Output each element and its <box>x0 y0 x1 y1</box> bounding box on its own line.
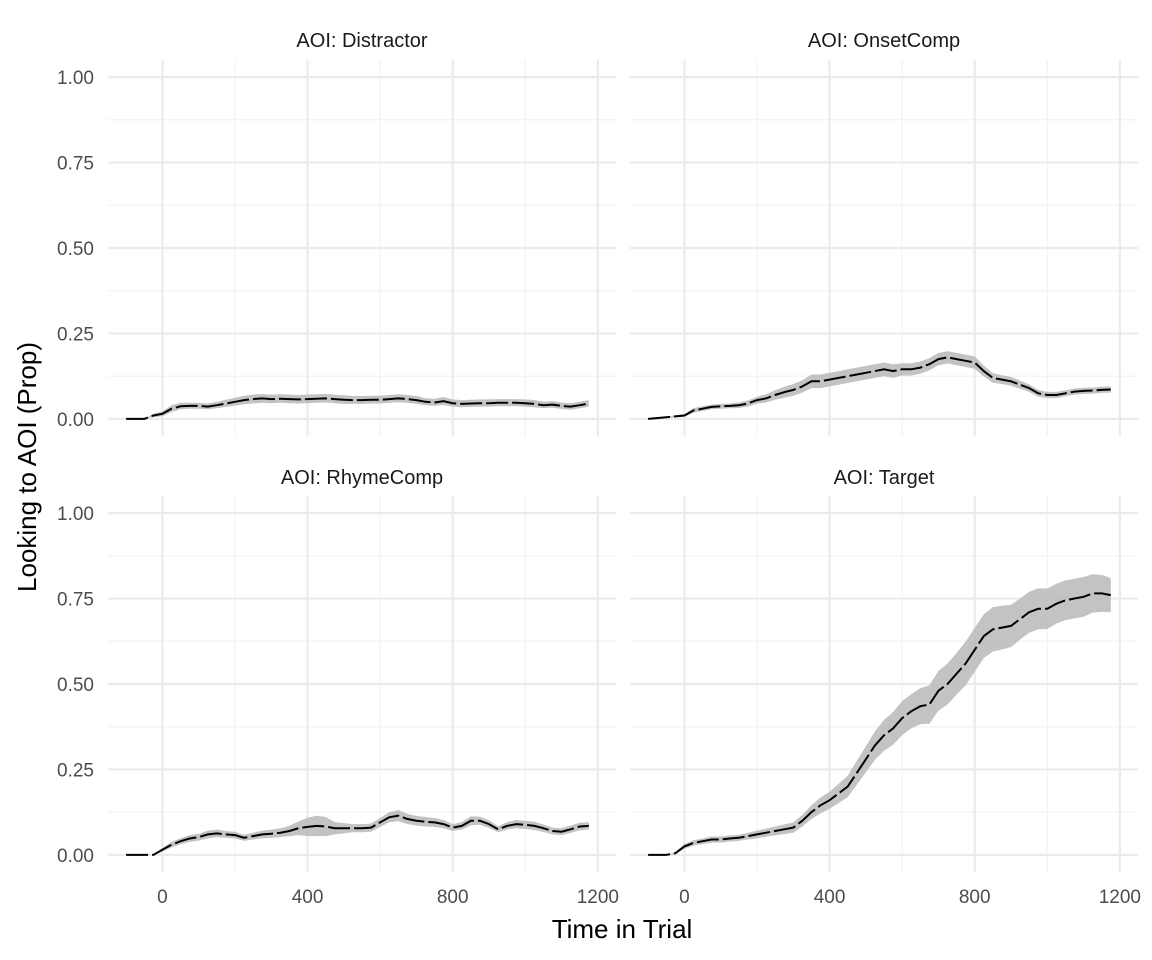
y-tick-label: 0.00 <box>57 846 94 867</box>
y-tick-label: 0.50 <box>57 239 94 260</box>
y-tick-label: 0.25 <box>57 324 94 345</box>
panel-strip-label: AOI: OnsetComp <box>808 30 960 52</box>
confidence-ribbon <box>126 810 589 855</box>
panel-strip-label: AOI: Distractor <box>296 30 427 52</box>
y-tick-label: 0.25 <box>57 760 94 781</box>
series-line <box>126 814 589 856</box>
panel-4: AOI: Target <box>630 467 1138 872</box>
y-axis-tick-labels: 0.00 0.25 0.50 0.75 1.00 0.00 0.25 0.50 0.75 1.00 <box>57 68 94 867</box>
x-tick-label: 400 <box>292 887 324 908</box>
panel-strip-label: AOI: RhymeComp <box>281 467 443 489</box>
confidence-ribbon <box>648 351 1111 419</box>
panel-3: AOI: RhymeComp <box>108 467 616 872</box>
panel-2: AOI: OnsetComp <box>630 30 1138 436</box>
series-line <box>648 356 1111 420</box>
x-tick-label: 1200 <box>1099 887 1141 908</box>
panel-strip-label: AOI: Target <box>834 467 935 489</box>
panels-layer: AOI: Distractor AOI: OnsetComp AOI: RhymeC… <box>108 30 1138 872</box>
x-tick-label: 0 <box>679 887 690 908</box>
confidence-ribbon <box>648 574 1111 855</box>
x-axis-tick-labels: 0 400 800 1200 0 400 800 1200 <box>157 887 1141 908</box>
x-tick-label: 800 <box>437 887 469 908</box>
y-tick-label: 1.00 <box>57 68 94 89</box>
y-axis-title: Looking to AOI (Prop) <box>12 342 42 592</box>
y-tick-label: 0.75 <box>57 590 94 611</box>
series-line <box>648 592 1111 856</box>
x-tick-label: 800 <box>959 887 991 908</box>
y-tick-label: 0.50 <box>57 675 94 696</box>
x-tick-label: 0 <box>157 887 168 908</box>
panel-1: AOI: Distractor <box>108 30 616 436</box>
x-axis-title: Time in Trial <box>552 914 693 944</box>
series-line <box>126 397 589 420</box>
y-tick-label: 1.00 <box>57 504 94 525</box>
y-tick-label: 0.00 <box>57 410 94 431</box>
x-tick-label: 1200 <box>577 887 619 908</box>
y-tick-label: 0.75 <box>57 154 94 175</box>
x-tick-label: 400 <box>814 887 846 908</box>
